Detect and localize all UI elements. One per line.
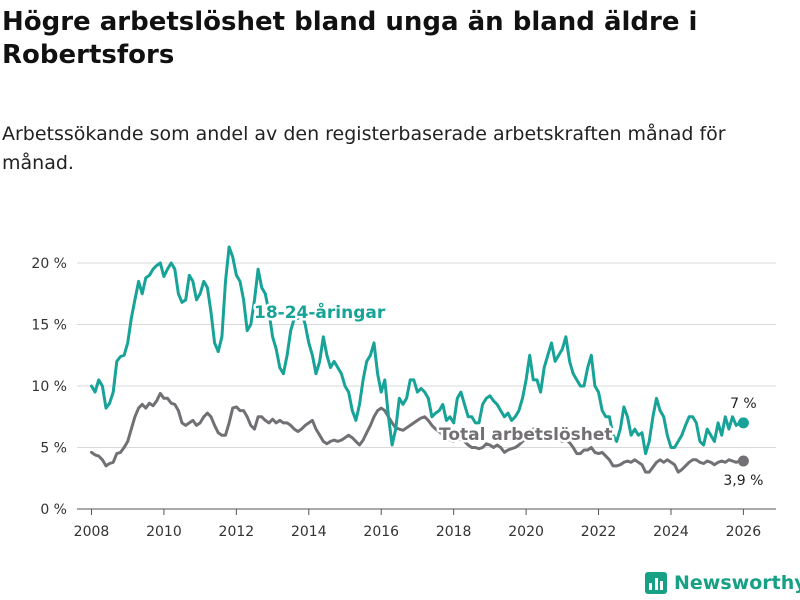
bar-chart-icon bbox=[645, 572, 667, 594]
x-tick-label: 2020 bbox=[508, 524, 544, 540]
series-line-total bbox=[90, 391, 745, 474]
x-tick-label: 2008 bbox=[74, 524, 110, 540]
x-tick-label: 2026 bbox=[726, 524, 762, 540]
end-value-label-18-24: 7 % bbox=[730, 396, 757, 412]
series-label-total: Total arbetslöshet bbox=[439, 425, 613, 445]
x-tick-label: 2014 bbox=[291, 524, 327, 540]
series-label-18-24: 18-24-åringar bbox=[254, 301, 386, 323]
y-tick-label: 10 % bbox=[31, 379, 67, 395]
x-tick-label: 2024 bbox=[653, 524, 689, 540]
newsworthy-logo: Newsworthy bbox=[645, 568, 800, 598]
y-tick-label: 20 % bbox=[31, 256, 67, 272]
brand-name: Newsworthy bbox=[674, 572, 800, 594]
x-tick-label: 2010 bbox=[146, 524, 182, 540]
series-end-point-total bbox=[737, 455, 749, 467]
series-line-18-24 bbox=[90, 245, 745, 456]
end-value-label-total: 3,9 % bbox=[723, 473, 763, 489]
series-end-point-18-24 bbox=[737, 417, 749, 429]
x-tick-label: 2016 bbox=[363, 524, 399, 540]
chart-subtitle: Arbetssökande som andel av den registerb… bbox=[2, 123, 726, 174]
x-tick-label: 2022 bbox=[581, 524, 617, 540]
x-tick-label: 2018 bbox=[436, 524, 472, 540]
y-tick-label: 0 % bbox=[40, 502, 67, 518]
y-tick-label: 15 % bbox=[31, 318, 67, 334]
x-tick-label: 2012 bbox=[219, 524, 255, 540]
chart-title: Högre arbetslöshet bland unga än bland ä… bbox=[2, 7, 698, 70]
y-tick-label: 5 % bbox=[40, 441, 67, 457]
